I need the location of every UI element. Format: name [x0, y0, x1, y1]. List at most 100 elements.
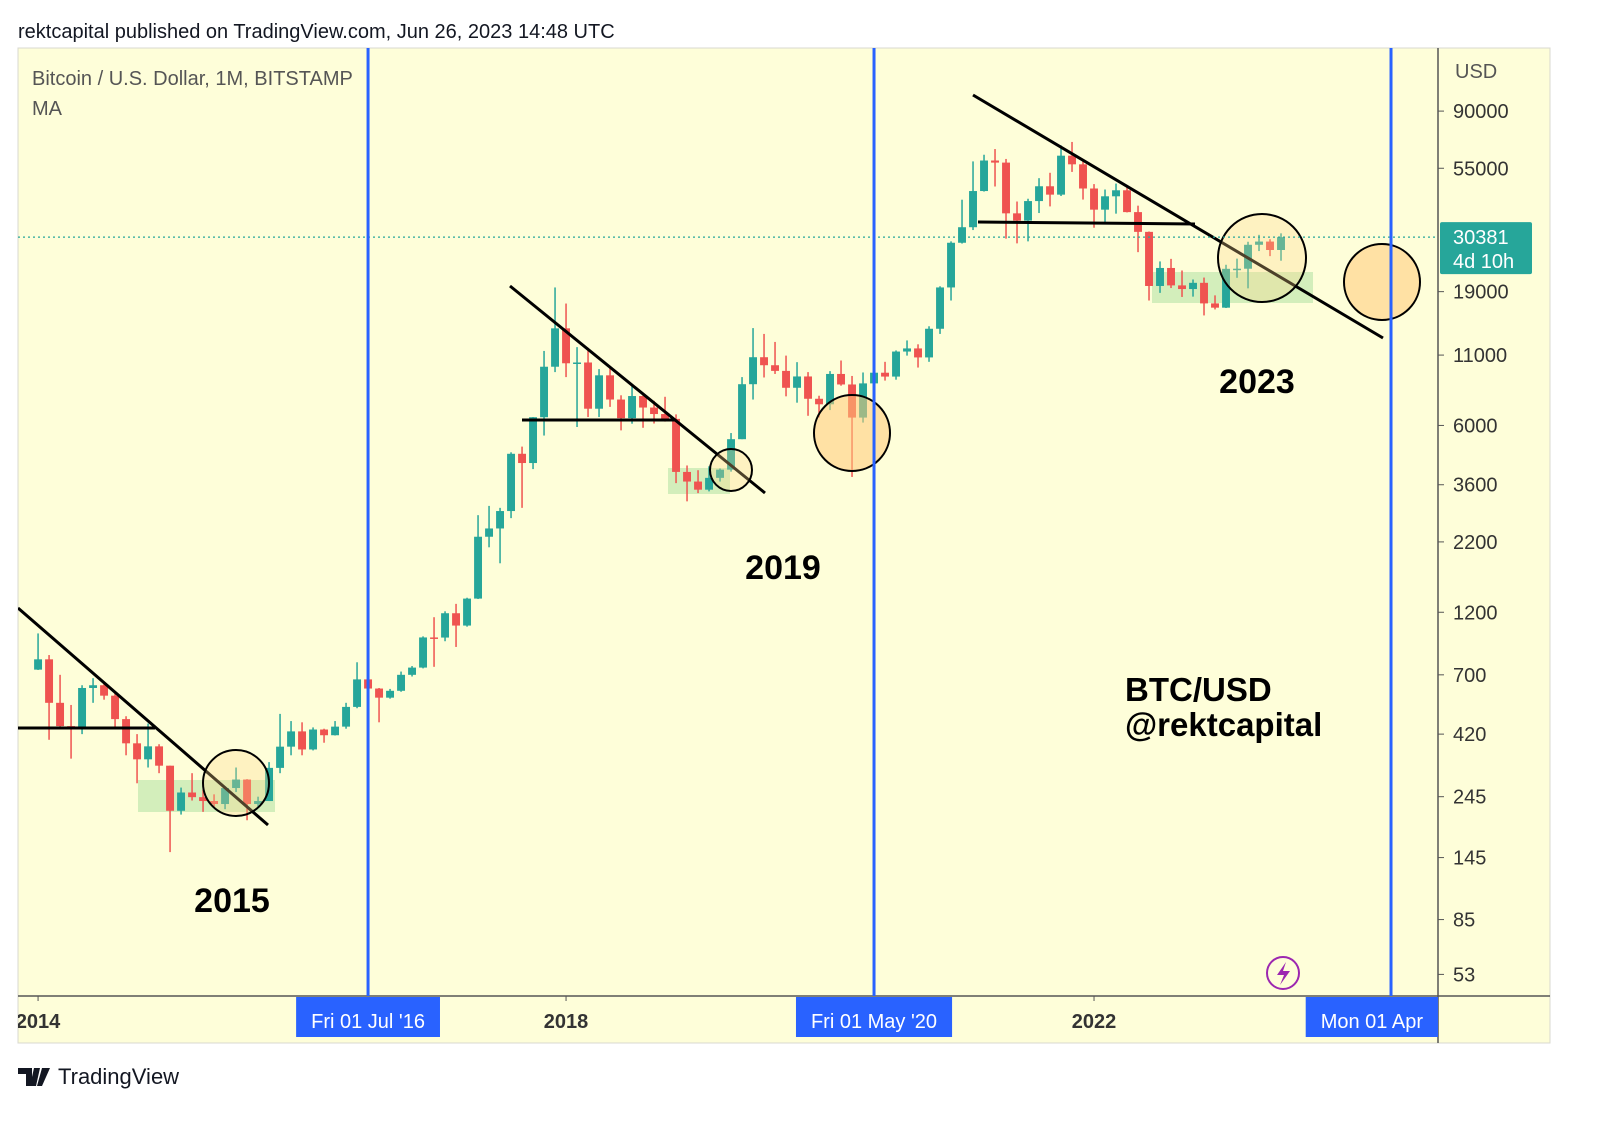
candle-body [1200, 282, 1208, 304]
candle-body [199, 797, 208, 802]
candle-body [1156, 267, 1164, 286]
x-tick-label: 2014 [16, 1011, 61, 1033]
candle-body [45, 659, 54, 703]
candle-body [1178, 285, 1186, 290]
date-marker-label: Fri 01 Jul '16 [311, 1011, 425, 1033]
candle-body [1255, 241, 1263, 245]
x-tick-label: 2022 [1072, 1011, 1117, 1033]
candle-body [320, 729, 329, 736]
candle-body [815, 398, 823, 405]
countdown-label: 4d 10h [1453, 251, 1514, 273]
candle-body [1277, 237, 1285, 250]
trend-line [509, 284, 766, 495]
last-price-box [1440, 222, 1532, 275]
candle-body [298, 731, 307, 750]
candle-body [166, 765, 175, 811]
candle-body [672, 418, 680, 472]
circle [1217, 213, 1307, 303]
date-marker-box [795, 997, 953, 1037]
candle-body [826, 373, 834, 405]
candle-body [914, 348, 922, 358]
brand-name: TradingView [58, 1064, 179, 1089]
candle-body [122, 719, 131, 744]
candle-body [133, 743, 142, 760]
candle-body [89, 685, 98, 688]
chart-background [17, 47, 1551, 1044]
candle-body [1101, 196, 1109, 210]
candle-body [1167, 267, 1175, 286]
indicator-label: MA [32, 98, 63, 120]
candle-body [243, 779, 252, 805]
y-tick-label: 53 [1453, 964, 1475, 986]
candle-body [375, 688, 384, 698]
candle-body [353, 679, 362, 707]
candle-body [155, 746, 164, 766]
annotation: 2019 [745, 549, 821, 587]
candle-body [331, 726, 340, 736]
candle-body [56, 702, 65, 727]
y-tick-label: 245 [1453, 787, 1486, 809]
candle-body [584, 362, 593, 409]
candle-body [100, 685, 109, 696]
candle-body [254, 801, 263, 805]
candle-body [276, 746, 285, 768]
candle-body [1266, 241, 1274, 250]
candle-body [518, 453, 527, 464]
candle-body [892, 351, 900, 377]
y-tick-label: 90000 [1453, 101, 1509, 123]
candle-body [1057, 155, 1065, 195]
candle-body [441, 613, 450, 638]
candle-body [628, 396, 636, 419]
candle-body [1112, 190, 1120, 197]
candle-body [903, 348, 911, 352]
candle-body [309, 729, 318, 750]
candle-body [342, 706, 351, 727]
annotation: 2015 [194, 882, 270, 920]
annotation: BTC/USD [1125, 671, 1272, 708]
candle-body [529, 417, 538, 464]
date-marker-label: Mon 01 Apr [1321, 1011, 1424, 1033]
candle-body [683, 471, 691, 482]
symbol-label: Bitcoin / U.S. Dollar, 1M, BITSTAMP [32, 68, 353, 90]
candle-body [430, 637, 439, 639]
candle-body [716, 469, 724, 478]
y-tick-label: 6000 [1453, 415, 1498, 437]
candle-body [1145, 231, 1153, 286]
candle-body [969, 191, 977, 228]
candle-body [617, 399, 626, 419]
candle-body [991, 160, 999, 163]
candle-body [463, 598, 472, 626]
candle-body [760, 357, 768, 366]
candle-body [727, 439, 735, 470]
candle-body [144, 746, 153, 760]
candle-body [749, 357, 757, 385]
candle-body [397, 674, 406, 691]
candle-body [210, 801, 219, 805]
attribution: rektcapital published on TradingView.com… [18, 21, 615, 43]
last-price-label: 30381 [1453, 227, 1509, 249]
candle-body [1189, 282, 1197, 290]
candle-body [1068, 155, 1076, 165]
candle-body [947, 242, 955, 288]
brand: TradingView [18, 1064, 179, 1089]
candle-body [485, 528, 494, 537]
candle-body [1013, 213, 1021, 221]
candle-body [606, 375, 615, 400]
y-tick-label: 55000 [1453, 158, 1509, 180]
y-tick-label: 11000 [1453, 345, 1507, 367]
candle-body [1090, 188, 1098, 210]
lightning-icon[interactable] [1266, 956, 1300, 990]
overlays [18, 93, 1421, 990]
candle-body [925, 328, 933, 358]
y-tick-label: 85 [1453, 910, 1475, 932]
circle [709, 448, 753, 492]
circle [1343, 243, 1421, 321]
annotation: 2023 [1219, 363, 1295, 401]
candle-body [1123, 190, 1131, 213]
candle-body [562, 328, 571, 364]
candle-body [595, 375, 604, 409]
y-tick-label: 1200 [1453, 602, 1498, 624]
candle-body [881, 372, 889, 377]
annotation: @rektcapital [1125, 706, 1322, 743]
